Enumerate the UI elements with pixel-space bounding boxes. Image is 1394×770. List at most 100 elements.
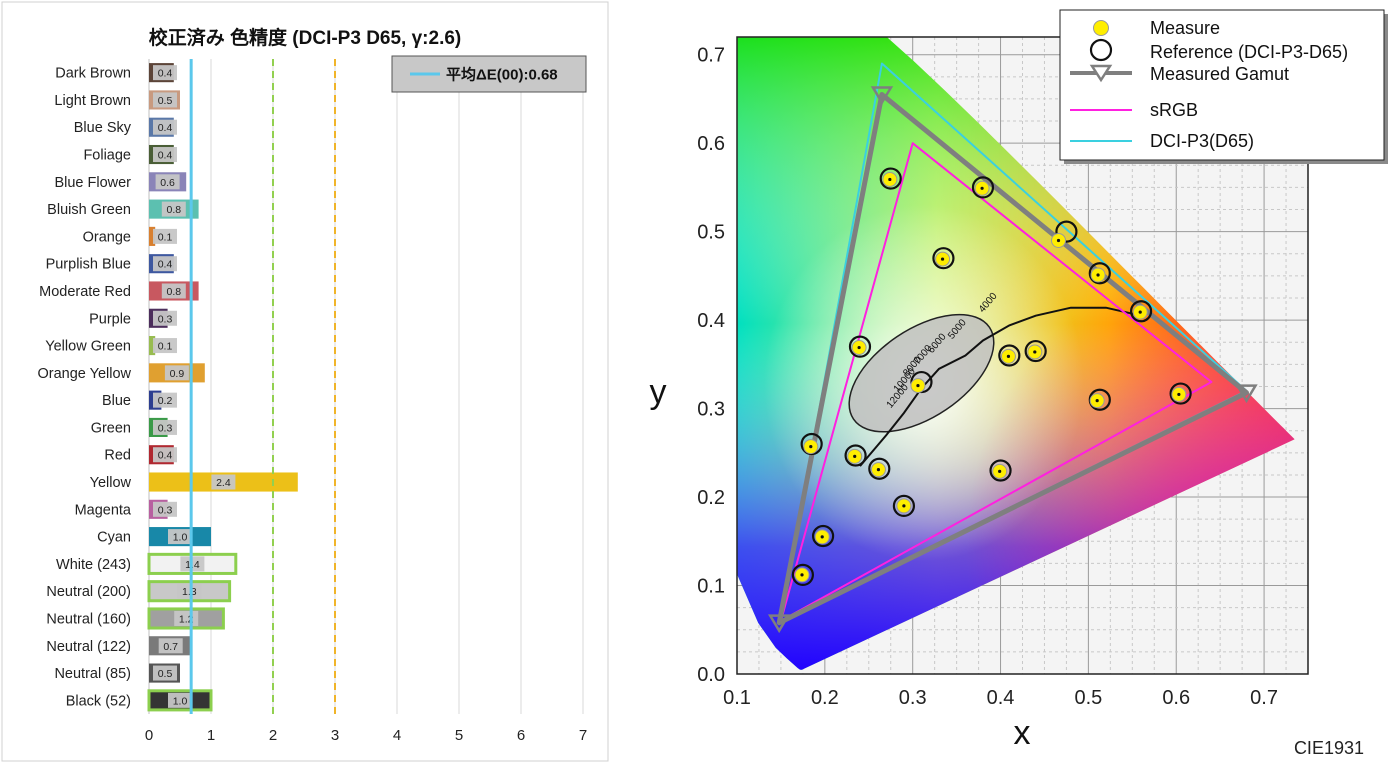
measured-point-center: [853, 454, 857, 458]
y-tick-label: 0.1: [697, 576, 725, 598]
measured-point-center: [820, 535, 824, 539]
value-label: 0.8: [166, 286, 181, 298]
value-label: 0.3: [158, 504, 173, 516]
measured-point-center: [916, 383, 920, 388]
value-label: 0.1: [158, 231, 173, 243]
reference-point: [879, 167, 902, 190]
category-label: Orange: [83, 229, 131, 245]
measured-point-center: [888, 177, 892, 182]
measured-point-center: [1006, 354, 1011, 358]
bar: [149, 226, 156, 246]
value-label-box: [153, 92, 177, 108]
value-label: 0.8: [166, 204, 181, 216]
x-tick-label: 6: [517, 727, 525, 744]
gamut-vertex-marker: [767, 614, 791, 634]
legend-measure-marker: [1093, 20, 1109, 36]
measured-point-center: [1138, 310, 1142, 314]
gamut-vertex-marker: [1235, 384, 1258, 404]
x-tick-label: 2: [269, 727, 277, 744]
y-tick-label: 0.6: [697, 133, 725, 155]
reference-point: [932, 247, 955, 270]
reference-point: [844, 444, 867, 467]
category-label: Purple: [89, 311, 131, 327]
value-label-box: [155, 174, 180, 190]
measured-point-center: [1033, 350, 1037, 354]
value-label-box: [153, 119, 177, 135]
value-label-box: [168, 692, 192, 708]
reference-point: [1055, 220, 1078, 243]
reference-point: [848, 335, 872, 358]
x-tick-label: 5: [455, 727, 463, 744]
category-label: White (243): [56, 557, 131, 573]
measured-point-center: [1056, 238, 1061, 243]
chart-title: 校正済み 色精度 (DCI-P3 D65, γ:2.6): [149, 26, 462, 49]
category-label: Light Brown: [54, 93, 131, 109]
value-label: 1.3: [182, 586, 197, 598]
x-axis-label: x: [1014, 714, 1031, 752]
gamut-vertex-marker: [870, 86, 894, 105]
value-label: 0.5: [158, 95, 173, 107]
value-label-box: [153, 256, 177, 272]
value-label-box: [153, 447, 177, 463]
x-tick-label: 7: [579, 727, 587, 744]
measured-point-center: [940, 257, 945, 261]
category-label: Blue: [102, 393, 131, 409]
category-label: Dark Brown: [55, 66, 131, 82]
value-label-box: [177, 583, 202, 599]
value-label-box: [153, 228, 177, 244]
y-tick-label: 0.2: [697, 487, 725, 509]
reference-point: [791, 563, 814, 587]
legend-gamut-marker: [1089, 64, 1113, 83]
y-tick-label: 0.0: [697, 664, 725, 686]
legend-label: DCI-P3(D65): [1150, 131, 1254, 151]
y-tick-label: 0.5: [697, 222, 725, 244]
x-tick-label: 0: [145, 727, 153, 744]
x-tick-label: 3: [331, 727, 339, 744]
category-label: Neutral (85): [54, 666, 131, 682]
category-label: Orange Yellow: [37, 366, 131, 382]
reference-point: [1129, 300, 1153, 323]
legend-label: Measured Gamut: [1150, 64, 1289, 84]
measured-point-center: [998, 469, 1002, 473]
value-label-box: [153, 665, 177, 681]
delta-e-chart-panel: 校正済み 色精度 (DCI-P3 D65, γ:2.6) 0 1 2 3 4 5 6 7 Dark…: [0, 0, 610, 765]
value-label: 0.9: [170, 368, 185, 380]
measured-point-center: [809, 445, 813, 449]
category-label: Blue Sky: [74, 120, 132, 136]
value-label: 2.4: [216, 477, 231, 489]
value-label-box: [168, 529, 192, 545]
x-tick-label: 0.3: [899, 687, 927, 709]
chart-border: [1, 1, 609, 762]
x-tick-label: 4: [393, 727, 401, 744]
value-label: 0.3: [158, 313, 173, 325]
category-label: Green: [91, 420, 131, 436]
legend-label: 平均ΔE(00):0.68: [446, 66, 558, 84]
category-label: Neutral (200): [46, 584, 131, 600]
reference-point: [892, 494, 916, 518]
plot-border: [736, 36, 1309, 675]
legend-label: Measure: [1150, 18, 1220, 38]
bar: [149, 336, 156, 356]
reference-point: [998, 344, 1021, 367]
x-tick-label: 0.1: [723, 687, 751, 709]
y-axis-label: y: [650, 373, 667, 411]
value-label: 1.0: [173, 695, 188, 707]
category-label: Moderate Red: [39, 284, 131, 300]
value-label: 0.5: [158, 668, 173, 680]
category-label: Neutral (160): [46, 611, 131, 627]
value-label: 0.2: [158, 395, 173, 407]
category-label: Magenta: [75, 502, 132, 518]
value-label: 0.4: [158, 150, 173, 162]
value-label-box: [153, 419, 177, 435]
category-label: Blue Flower: [54, 175, 131, 191]
legend-label: Reference (DCI-P3-D65): [1150, 42, 1348, 62]
y-tick-label: 0.3: [697, 399, 725, 421]
x-tick-label: 0.7: [1250, 687, 1278, 709]
value-label-box: [211, 474, 236, 490]
measured-point-center: [800, 573, 804, 577]
category-label: Yellow Green: [45, 339, 131, 355]
legend-box: [1059, 9, 1385, 161]
value-label-box: [164, 365, 189, 381]
measured-point-center: [1095, 399, 1099, 403]
